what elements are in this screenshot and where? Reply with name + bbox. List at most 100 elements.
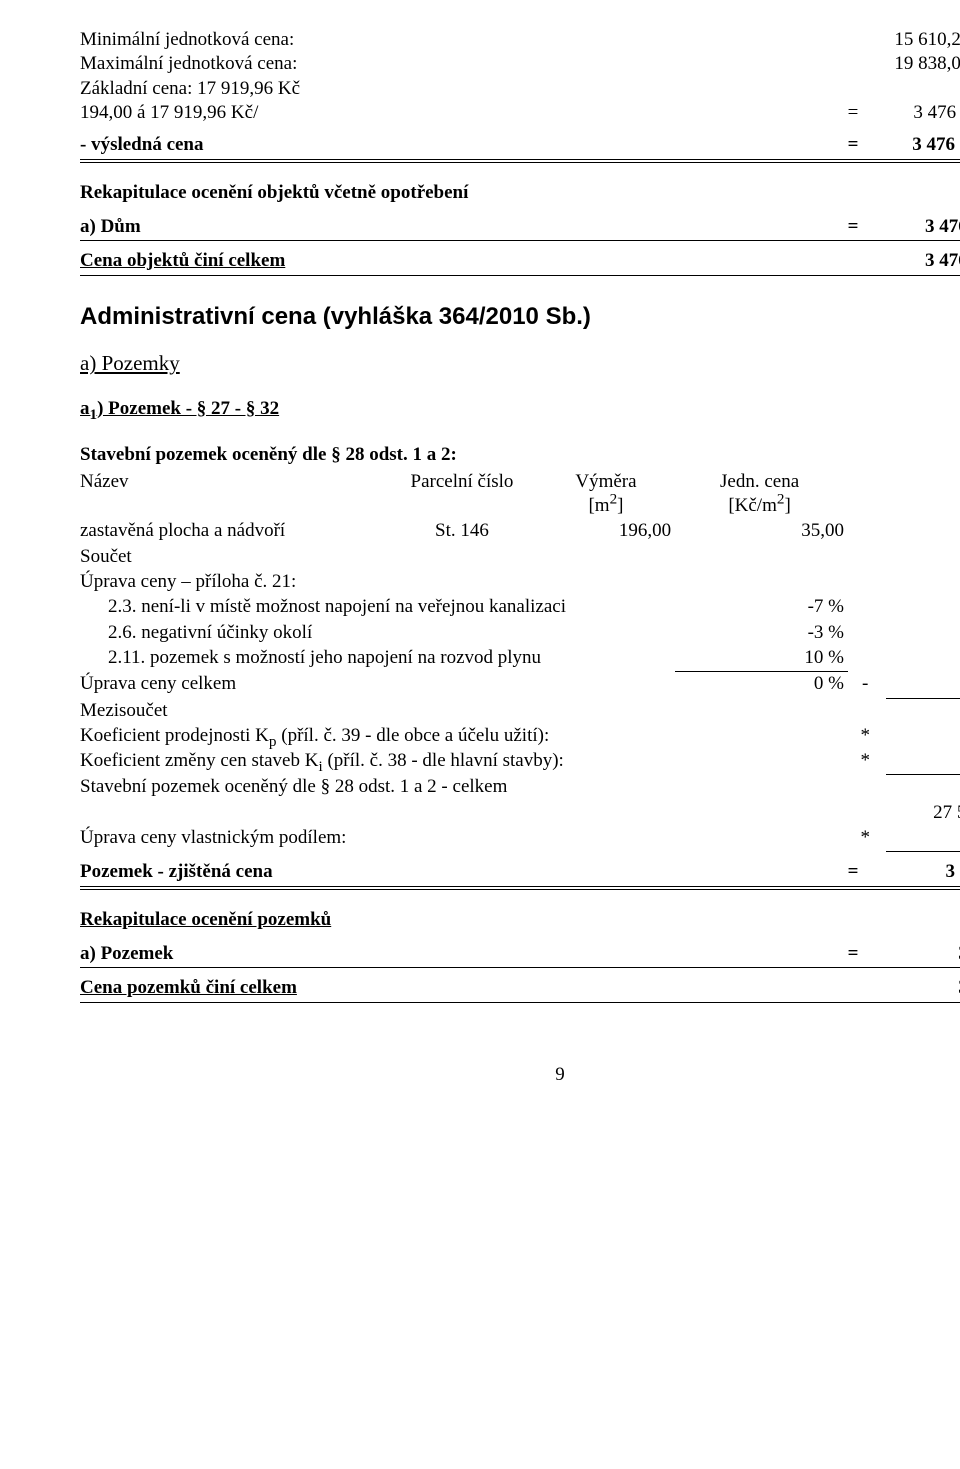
- recap-pozemky-total-label: Cena pozemků činí celkem: [80, 976, 297, 1000]
- row-unitprice: 35,00: [675, 519, 848, 544]
- recap-dum-row: a) Dům = 3 476 470,- Kč: [80, 215, 960, 241]
- kp-value: 1,8540: [886, 724, 960, 749]
- row-name: zastavěná plocha a nádvoří: [80, 519, 387, 544]
- result-label: - výsledná cena: [80, 133, 204, 157]
- sp-total-value: 27 586,30: [886, 775, 960, 801]
- ownership-label: Úprava ceny vlastnickým podílem:: [80, 826, 848, 852]
- ki-rest: (příl. č. 38 - dle hlavní stavby):: [323, 750, 564, 771]
- uprava-head: Úprava ceny – příloha č. 21:: [80, 570, 960, 595]
- hdr-area-text: Výměra: [575, 471, 636, 492]
- min-price-value: 15 610,21 Kč/jedn.: [894, 28, 960, 52]
- calc-value: 3 476 472,24 Kč: [870, 101, 960, 125]
- hdr-unitprice-close: ]: [784, 495, 790, 516]
- table-row: zastavěná plocha a nádvoří St. 146 196,0…: [80, 519, 960, 544]
- max-price-label: Maximální jednotková cena:: [80, 52, 297, 76]
- hdr-area: Výměra [m2]: [541, 470, 675, 520]
- hdr-parcel: Parcelní číslo: [387, 470, 541, 520]
- a1-rest: ) Pozemek - § 27 - § 32: [97, 398, 279, 419]
- hdr-name: Název: [80, 470, 387, 520]
- row-area: 196,00: [541, 519, 675, 544]
- adj3-val: 10 %: [675, 646, 848, 672]
- adj2-label: 2.6. negativní účinky okolí: [80, 621, 675, 646]
- result-value: 3 476 472,24 Kč: [870, 133, 960, 157]
- uprava-total-label: Úprava ceny celkem: [80, 672, 675, 698]
- hdr-area-unit-close: ]: [617, 495, 623, 516]
- hdr-unitprice-text: Jedn. cena: [720, 471, 799, 492]
- soucet-row: Součet 6 860,-: [80, 545, 960, 570]
- kp-label: Koeficient prodejnosti Kp (příl. č. 39 -…: [80, 724, 848, 749]
- hdr-area-unit-open: [m: [588, 495, 609, 516]
- sp-total-kc-row: 27 586,30 Kč: [80, 801, 960, 826]
- ki-text: Koeficient změny cen staveb K: [80, 750, 318, 771]
- pozemek-final-row: Pozemek - zjištěná cena = 3 448,29 Kč: [80, 860, 960, 889]
- adj1-val: -7 %: [675, 595, 848, 620]
- pozemky-section-label: a) Pozemky: [80, 350, 960, 377]
- adj3-label: 2.11. pozemek s možností jeho napojení n…: [80, 646, 675, 672]
- mezi-value: 6 860,-: [886, 698, 960, 724]
- recap-obj-total-label: Cena objektů činí celkem: [80, 249, 285, 273]
- uprava-total-val: 0,-: [886, 672, 960, 698]
- kp-row: Koeficient prodejnosti Kp (příl. č. 39 -…: [80, 724, 960, 749]
- adj2-row: 2.6. negativní účinky okolí -3 %: [80, 621, 960, 646]
- hdr-price: Cena [Kč]: [886, 470, 960, 520]
- uprava-head-row: Úprava ceny – příloha č. 21:: [80, 570, 960, 595]
- recap-dum-label: a) Dům: [80, 215, 141, 239]
- recap-pozemek-a-value: 3 450,- Kč: [870, 942, 960, 966]
- page-number: 9: [80, 1063, 960, 1087]
- adj3-row: 2.11. pozemek s možností jeho napojení n…: [80, 646, 960, 672]
- recap-pozemky-total-value: 3 450,- Kč: [870, 976, 960, 1000]
- pozemek-table: Název Parcelní číslo Výměra [m2] Jedn. c…: [80, 470, 960, 853]
- equals-sign: =: [836, 942, 870, 966]
- mezi-label: Mezisoučet: [80, 698, 848, 724]
- kp-sub: p: [269, 733, 277, 750]
- adj2-val: -3 %: [675, 621, 848, 646]
- recap-dum-value: 3 476 470,- Kč: [870, 215, 960, 239]
- sp-total-label: Stavební pozemek oceněný dle § 28 odst. …: [80, 775, 848, 801]
- recap-objects-title: Rekapitulace ocenění objektů včetně opot…: [80, 181, 960, 205]
- calc-label: 194,00 á 17 919,96 Kč/: [80, 101, 258, 125]
- uprava-total-pct: 0 %: [675, 672, 848, 698]
- a1-letter: a: [80, 398, 90, 419]
- ki-row: Koeficient změny cen staveb Ki (příl. č.…: [80, 749, 960, 775]
- min-price-row: Minimální jednotková cena: 15 610,21 Kč/…: [80, 28, 960, 52]
- kp-star: *: [848, 724, 886, 749]
- ki-star: *: [848, 749, 886, 775]
- base-price-label: Základní cena: 17 919,96 Kč: [80, 77, 960, 101]
- kp-rest: (příl. č. 39 - dle obce a účelu užití):: [277, 725, 550, 746]
- kp-text: Koeficient prodejnosti K: [80, 725, 269, 746]
- soucet-label: Součet: [80, 545, 848, 570]
- recap-obj-total-row: Cena objektů činí celkem 3 476 470,- Kč: [80, 249, 960, 275]
- building-plot-heading: Stavební pozemek oceněný dle § 28 odst. …: [80, 443, 960, 467]
- pozemek-final-label: Pozemek - zjištěná cena: [80, 860, 273, 884]
- uprava-total-dash: -: [848, 672, 886, 698]
- adj1-row: 2.3. není-li v místě možnost napojení na…: [80, 595, 960, 620]
- recap-pozemky-title: Rekapitulace ocenění pozemků: [80, 908, 960, 932]
- ki-value: 2,1690: [886, 749, 960, 775]
- table-header-row: Název Parcelní číslo Výměra [m2] Jedn. c…: [80, 470, 960, 520]
- soucet-value: 6 860,-: [886, 545, 960, 570]
- max-price-row: Maximální jednotková cena: 19 838,02 Kč/…: [80, 52, 960, 76]
- equals-sign: =: [836, 215, 870, 239]
- uprava-total-row: Úprava ceny celkem 0 % - 0,-: [80, 672, 960, 698]
- sp-total-row: Stavební pozemek oceněný dle § 28 odst. …: [80, 775, 960, 801]
- mezisoucet-row: Mezisoučet 6 860,-: [80, 698, 960, 724]
- recap-pozemek-a-label: a) Pozemek: [80, 942, 173, 966]
- max-price-value: 19 838,02 Kč/jedn.: [894, 52, 960, 76]
- equals-sign: =: [836, 101, 870, 125]
- equals-sign: =: [836, 860, 870, 884]
- pozemek-final-value: 3 448,29 Kč: [870, 860, 960, 884]
- hdr-unitprice: Jedn. cena [Kč/m2]: [675, 470, 848, 520]
- ownership-row: Úprava ceny vlastnickým podílem: * 1 / 8: [80, 826, 960, 852]
- ownership-value: 1 / 8: [886, 826, 960, 852]
- recap-pozemky-total-row: Cena pozemků činí celkem 3 450,- Kč: [80, 976, 960, 1002]
- hdr-unitprice-unit-open: [Kč/m: [728, 495, 777, 516]
- admin-heading: Administrativní cena (vyhláška 364/2010 …: [80, 302, 960, 333]
- row-price: 6 860,-: [886, 519, 960, 544]
- a1-subscript: 1: [90, 406, 98, 423]
- sp-total-kc: 27 586,30 Kč: [886, 801, 960, 826]
- ownership-star: *: [848, 826, 886, 852]
- adj1-label: 2.3. není-li v místě možnost napojení na…: [80, 595, 675, 620]
- row-parcel: St. 146: [387, 519, 541, 544]
- equals-sign: =: [836, 133, 870, 157]
- calc-row: 194,00 á 17 919,96 Kč/ = 3 476 472,24 Kč: [80, 101, 960, 125]
